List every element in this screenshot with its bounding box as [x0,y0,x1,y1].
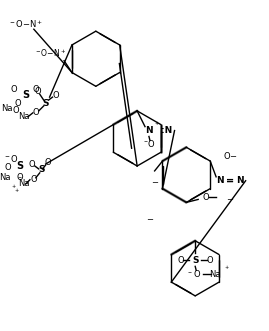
Text: O: O [13,106,19,116]
Text: $^+$: $^+$ [10,185,16,191]
Text: N: N [236,176,243,185]
Text: $^+$: $^+$ [223,265,230,271]
Text: Na: Na [18,112,30,121]
Text: $^-$: $^-$ [16,175,22,181]
Text: $^+$: $^+$ [13,189,19,195]
Text: Na: Na [2,104,13,114]
Text: O: O [33,108,39,118]
Text: S: S [38,166,45,174]
Text: $^-$: $^-$ [186,270,193,276]
Text: =: = [226,176,234,186]
Text: S: S [22,90,30,100]
Text: $-$: $-$ [146,213,154,222]
Text: $-$: $-$ [151,176,159,185]
Text: O: O [177,256,184,265]
Text: $^-$O$-$N$^+$: $^-$O$-$N$^+$ [8,19,44,30]
Text: Na: Na [209,270,221,279]
Text: $^-$: $^-$ [142,139,148,145]
Text: O: O [5,164,12,172]
Text: S: S [43,99,49,108]
Text: O: O [207,256,213,265]
Text: O: O [15,99,22,108]
Text: N: N [216,176,224,185]
Text: N: N [145,126,153,135]
Text: O: O [29,160,35,168]
Text: O: O [148,140,154,149]
Text: Na: Na [18,179,30,188]
Text: O: O [11,85,17,94]
Text: O: O [203,193,209,202]
Text: $^-$O$-$N$^+$: $^-$O$-$N$^+$ [34,47,66,59]
Text: O: O [44,158,51,166]
Text: $^+$: $^+$ [153,122,159,128]
Text: S: S [192,256,199,265]
Text: O$-$: O$-$ [223,150,238,161]
Text: O: O [17,173,23,182]
Text: S: S [16,161,24,171]
Text: O: O [30,175,37,184]
Text: Na: Na [0,173,11,182]
Text: $-$: $-$ [226,193,234,202]
Text: O: O [194,270,200,279]
Text: O: O [34,87,41,96]
Text: O: O [52,91,59,100]
Text: O: O [33,85,39,94]
Text: :N: :N [161,126,172,135]
Text: $^-$O: $^-$O [3,153,19,164]
